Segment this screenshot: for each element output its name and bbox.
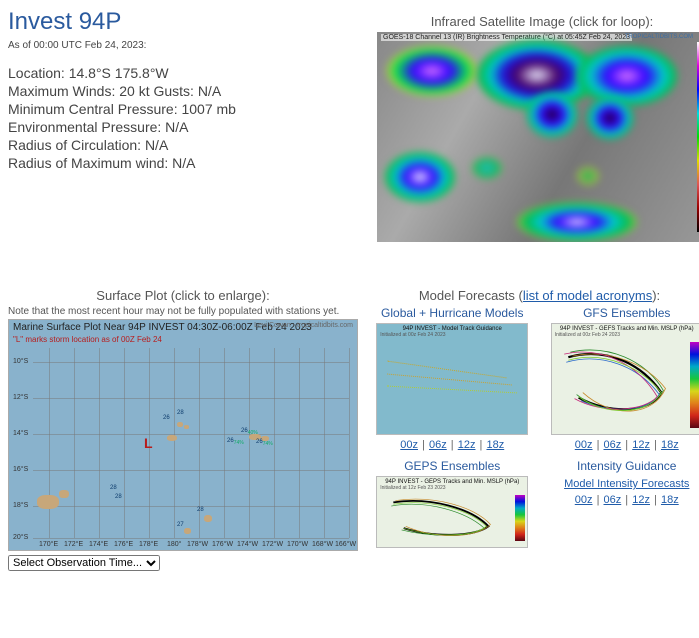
axis-x-label: 166°W xyxy=(335,541,356,548)
model-intensity-runs: 00z | 06z | 12z | 18z xyxy=(547,494,699,506)
axis-x-label: 180° xyxy=(167,541,181,548)
surface-header: Surface Plot (click to enlarge): xyxy=(8,288,358,303)
sat-image[interactable]: GOES-18 Channel 13 (IR) Brightness Tempe… xyxy=(377,32,699,242)
geps-colorbar xyxy=(515,495,525,541)
sat-image-title: GOES-18 Channel 13 (IR) Brightness Tempe… xyxy=(381,34,632,41)
axis-x-label: 174°W xyxy=(237,541,258,548)
run-link[interactable]: 18z xyxy=(661,439,679,451)
invest-title: Invest 94P xyxy=(8,8,367,36)
model-intensity-link[interactable]: Model Intensity Forecasts xyxy=(564,478,689,490)
invest-pressure: Minimum Central Pressure: 1007 mb xyxy=(8,101,367,117)
run-link[interactable]: 06z xyxy=(604,494,622,506)
axis-x-label: 176°W xyxy=(212,541,233,548)
invest-rmw: Radius of Maximum wind: N/A xyxy=(8,155,367,171)
surface-plot[interactable]: Marine Surface Plot Near 94P INVEST 04:3… xyxy=(8,319,358,551)
run-link[interactable]: 00z xyxy=(575,439,593,451)
sat-header: Infrared Satellite Image (click for loop… xyxy=(377,14,699,29)
axis-y-label: 14°S xyxy=(13,430,28,437)
axis-x-label: 178°E xyxy=(139,541,158,548)
axis-x-label: 170°W xyxy=(287,541,308,548)
model-geps-image[interactable]: 94P INVEST - GEPS Tracks and Min. MSLP (… xyxy=(376,476,528,548)
axis-x-label: 172°W xyxy=(262,541,283,548)
model-acronyms-link[interactable]: list of model acronyms xyxy=(523,288,652,303)
run-link[interactable]: 00z xyxy=(575,494,593,506)
run-link[interactable]: 06z xyxy=(429,439,447,451)
model-gfs-image[interactable]: 94P INVEST - GEFS Tracks and Min. MSLP (… xyxy=(551,323,699,435)
model-global-image[interactable]: 94P INVEST - Model Track Guidance Initia… xyxy=(376,323,528,435)
invest-location: Location: 14.8°S 175.8°W xyxy=(8,65,367,81)
model-geps-img-sub: Initialized at 12z Feb 23 2023 xyxy=(377,485,527,491)
run-link[interactable]: 12z xyxy=(632,494,650,506)
model-global-img-sub: Initialized at 00z Feb 24 2023 xyxy=(377,332,527,338)
surface-note: Note that the most recent hour may not b… xyxy=(8,306,358,317)
run-link[interactable]: 18z xyxy=(486,439,504,451)
invest-winds: Maximum Winds: 20 kt Gusts: N/A xyxy=(8,83,367,99)
model-gfs-title: GFS Ensembles xyxy=(547,306,699,320)
axis-x-label: 168°W xyxy=(312,541,333,548)
axis-y-label: 16°S xyxy=(13,466,28,473)
models-header: Model Forecasts (list of model acronyms)… xyxy=(372,288,699,303)
invest-env-pressure: Environmental Pressure: N/A xyxy=(8,119,367,135)
gfs-colorbar xyxy=(690,342,699,428)
invest-roc: Radius of Circulation: N/A xyxy=(8,137,367,153)
axis-x-label: 176°E xyxy=(114,541,133,548)
model-intensity-title: Intensity Guidance xyxy=(547,459,699,473)
run-link[interactable]: 00z xyxy=(400,439,418,451)
axis-x-label: 174°E xyxy=(89,541,108,548)
surface-plot-source: Levi Cowan - tropicaltidbits.com xyxy=(254,322,353,329)
surface-plot-subtitle: "L" marks storm location as of 00Z Feb 2… xyxy=(9,335,357,344)
axis-x-label: 170°E xyxy=(39,541,58,548)
axis-y-label: 10°S xyxy=(13,358,28,365)
axis-y-label: 18°S xyxy=(13,502,28,509)
model-gfs-img-title: 94P INVEST - GEFS Tracks and Min. MSLP (… xyxy=(552,324,699,332)
observation-time-select[interactable]: Select Observation Time... xyxy=(8,555,160,571)
model-global-img-title: 94P INVEST - Model Track Guidance xyxy=(377,324,527,332)
sat-image-source: TROPICALTIDBITS.COM xyxy=(625,34,693,40)
storm-marker: L xyxy=(144,435,153,451)
axis-y-label: 12°S xyxy=(13,394,28,401)
model-global-title: Global + Hurricane Models xyxy=(372,306,533,320)
model-gfs-img-sub: Initialized at 00z Feb 24 2023 xyxy=(552,332,699,338)
invest-asof: As of 00:00 UTC Feb 24, 2023: xyxy=(8,40,367,51)
model-geps-img-title: 94P INVEST - GEPS Tracks and Min. MSLP (… xyxy=(377,477,527,485)
axis-y-label: 20°S xyxy=(13,534,28,541)
axis-x-label: 178°W xyxy=(187,541,208,548)
axis-x-label: 172°E xyxy=(64,541,83,548)
model-global-runs: 00z | 06z | 12z | 18z xyxy=(372,439,533,451)
model-gfs-runs: 00z | 06z | 12z | 18z xyxy=(547,439,699,451)
run-link[interactable]: 12z xyxy=(458,439,476,451)
run-link[interactable]: 12z xyxy=(632,439,650,451)
run-link[interactable]: 18z xyxy=(661,494,679,506)
model-geps-title: GEPS Ensembles xyxy=(372,459,533,473)
run-link[interactable]: 06z xyxy=(604,439,622,451)
